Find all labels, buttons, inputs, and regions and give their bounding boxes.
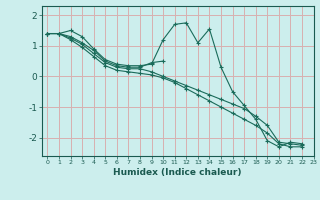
X-axis label: Humidex (Indice chaleur): Humidex (Indice chaleur) [113,168,242,177]
